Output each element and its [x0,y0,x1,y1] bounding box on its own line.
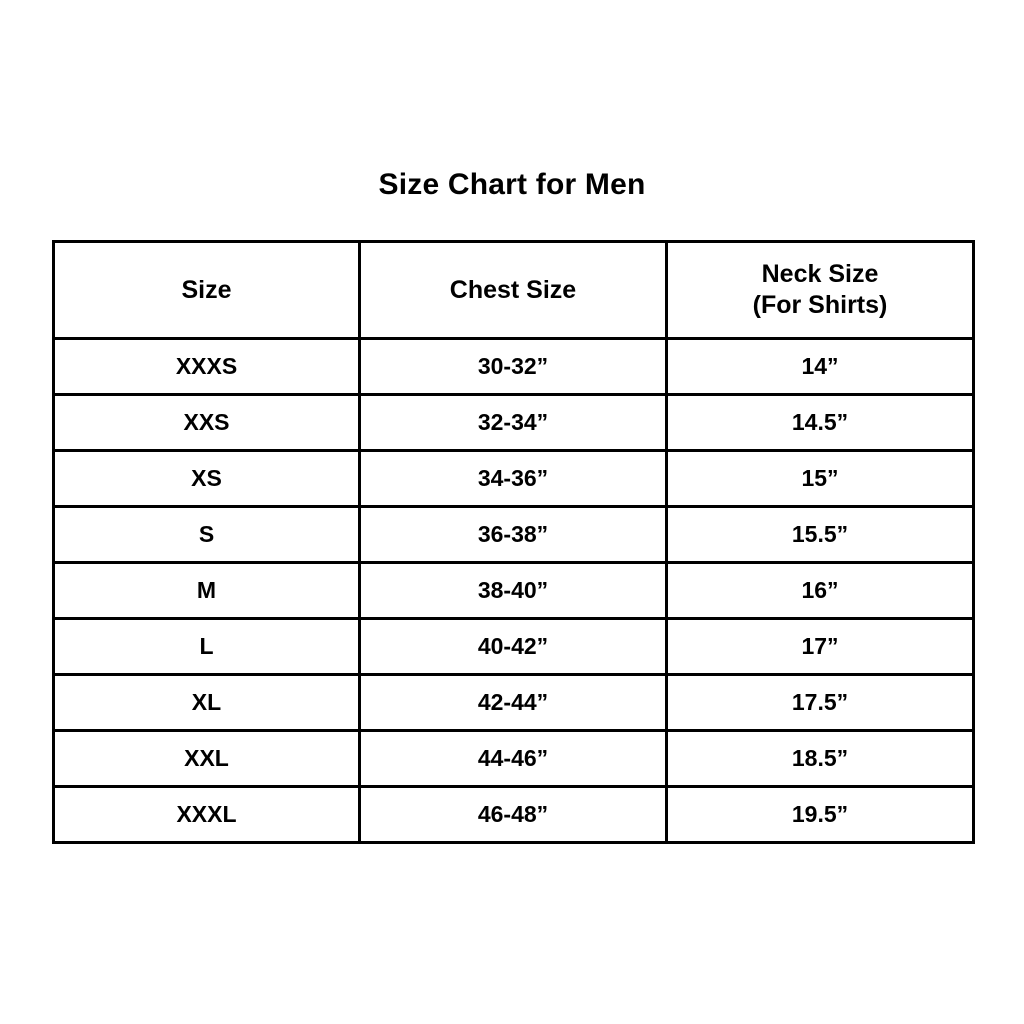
cell-neck: 17.5” [665,673,975,732]
cell-neck: 16” [665,561,975,620]
table-header-row: Size Chest Size Neck Size (For Shirts) [52,240,975,340]
cell-chest: 36-38” [358,505,668,564]
table-row: XXS 32-34” 14.5” [52,393,975,452]
cell-chest: 32-34” [358,393,668,452]
table-row: M 38-40” 16” [52,561,975,620]
column-header-size: Size [52,240,361,340]
table-row: XXXS 30-32” 14” [52,337,975,396]
column-header-neck-sublabel: (For Shirts) [752,291,888,319]
cell-chest: 34-36” [358,449,668,508]
cell-chest: 44-46” [358,729,668,788]
cell-size: M [52,561,361,620]
cell-neck: 15” [665,449,975,508]
table-row: XL 42-44” 17.5” [52,673,975,732]
cell-neck: 19.5” [665,785,975,844]
table-row: XS 34-36” 15” [52,449,975,508]
cell-chest: 46-48” [358,785,668,844]
table-header: Size Chest Size Neck Size (For Shirts) [52,240,975,340]
cell-size: XXXL [52,785,361,844]
table-row: XXXL 46-48” 19.5” [52,785,975,844]
size-chart-table: Size Chest Size Neck Size (For Shirts) X… [52,240,975,844]
cell-size: L [52,617,361,676]
cell-chest: 30-32” [358,337,668,396]
cell-chest: 42-44” [358,673,668,732]
column-header-neck: Neck Size (For Shirts) [665,240,975,340]
column-header-size-label: Size [181,275,232,304]
table-row: S 36-38” 15.5” [52,505,975,564]
table-row: XXL 44-46” 18.5” [52,729,975,788]
cell-chest: 40-42” [358,617,668,676]
cell-size: S [52,505,361,564]
cell-neck: 18.5” [665,729,975,788]
table-body: XXXS 30-32” 14” XXS 32-34” 14.5” XS 34-3… [52,337,975,844]
page-title: Size Chart for Men [378,168,646,201]
column-header-neck-label: Neck Size [761,260,879,288]
cell-neck: 15.5” [665,505,975,564]
size-table-container: Size Chest Size Neck Size (For Shirts) X… [52,240,975,844]
column-header-chest-label: Chest Size [449,275,577,304]
cell-size: XL [52,673,361,732]
cell-neck: 17” [665,617,975,676]
cell-size: XXS [52,393,361,452]
table-row: L 40-42” 17” [52,617,975,676]
cell-neck: 14.5” [665,393,975,452]
cell-size: XS [52,449,361,508]
column-header-chest: Chest Size [358,240,668,340]
cell-size: XXXS [52,337,361,396]
cell-chest: 38-40” [358,561,668,620]
cell-neck: 14” [665,337,975,396]
cell-size: XXL [52,729,361,788]
